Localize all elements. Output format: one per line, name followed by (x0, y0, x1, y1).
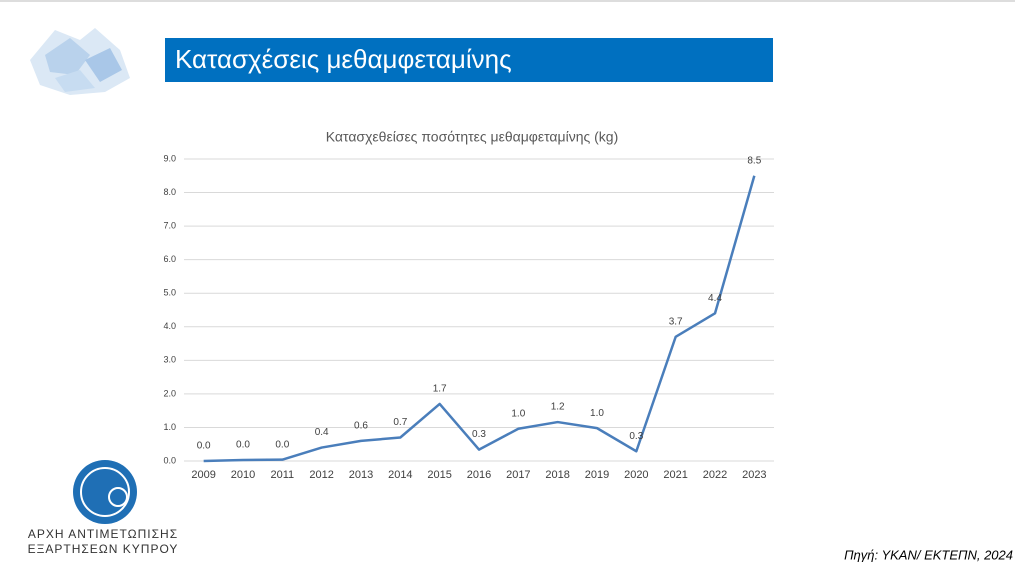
data-label: 0.3 (629, 431, 643, 442)
data-label: 0.0 (197, 441, 211, 452)
y-tick-label: 2.0 (163, 388, 176, 398)
data-label: 1.2 (551, 402, 565, 413)
x-tick-label: 2020 (624, 469, 648, 481)
x-tick-label: 2015 (427, 469, 451, 481)
data-label: 4.4 (708, 293, 722, 304)
x-tick-label: 2023 (742, 469, 766, 481)
x-tick-label: 2021 (663, 469, 687, 481)
y-tick-label: 4.0 (163, 321, 176, 331)
x-tick-label: 2011 (271, 469, 295, 481)
data-label: 0.3 (472, 429, 486, 440)
x-tick-label: 2010 (231, 469, 255, 481)
x-tick-label: 2018 (545, 469, 569, 481)
logo (73, 460, 137, 524)
y-tick-label: 3.0 (163, 355, 176, 365)
data-label: 0.4 (315, 427, 329, 438)
x-tick-label: 2019 (585, 469, 609, 481)
slide-title: Κατασχέσεις μεθαμφεταμίνης (175, 44, 512, 74)
y-tick-label: 0.0 (163, 455, 176, 465)
x-tick-label: 2014 (388, 469, 412, 481)
data-label: 1.0 (511, 408, 525, 419)
data-label: 3.7 (669, 316, 683, 327)
y-tick-label: 7.0 (163, 220, 176, 230)
logo-text: ΕΞΑΡΤΗΣΕΩΝ ΚΥΠΡΟΥ (28, 542, 179, 556)
data-label: 0.0 (275, 439, 289, 450)
x-tick-label: 2022 (703, 469, 727, 481)
y-tick-label: 6.0 (163, 254, 176, 264)
y-tick-label: 9.0 (163, 153, 176, 163)
x-tick-label: 2013 (349, 469, 373, 481)
x-tick-label: 2009 (191, 469, 215, 481)
y-tick-label: 5.0 (163, 288, 176, 298)
logo-text: ΑΡΧΗ ΑΝΤΙΜΕΤΩΠΙΣΗΣ (28, 527, 178, 541)
x-tick-label: 2012 (309, 469, 333, 481)
data-label: 1.0 (590, 408, 604, 419)
data-label: 0.6 (354, 421, 368, 432)
source-note: Πηγή: ΥΚΑΝ/ ΕΚΤΕΠΝ, 2024 (844, 547, 1013, 562)
data-label: 0.0 (236, 440, 250, 451)
y-tick-label: 8.0 (163, 187, 176, 197)
chart-title: Κατασχεθείσες ποσότητες μεθαμφεταμίνης (… (326, 129, 618, 145)
y-tick-label: 1.0 (163, 422, 176, 432)
x-tick-label: 2017 (506, 469, 530, 481)
ice-image (30, 28, 130, 95)
data-label: 1.7 (433, 384, 447, 395)
title-bar (165, 38, 773, 82)
x-tick-label: 2016 (467, 469, 491, 481)
data-line (203, 175, 756, 463)
data-label: 0.7 (393, 417, 407, 428)
data-label: 8.5 (747, 155, 761, 166)
